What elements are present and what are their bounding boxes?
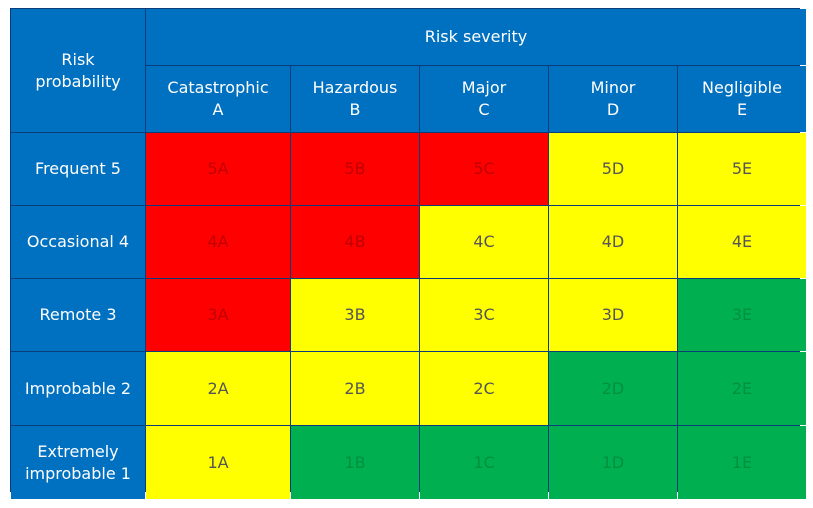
- probability-label-line: Remote 3: [39, 305, 117, 324]
- risk-cell: 5E: [678, 133, 806, 205]
- probability-label-line: Frequent 5: [35, 159, 121, 178]
- severity-name: Negligible: [702, 78, 782, 97]
- risk-cell: 3C: [420, 279, 548, 351]
- risk-cell: 2B: [291, 352, 419, 425]
- risk-cell: 4E: [678, 206, 806, 278]
- probability-label-line: improbable 1: [25, 463, 131, 483]
- probability-label-line: Occasional 4: [26, 232, 130, 251]
- risk-cell: 1C: [420, 426, 548, 499]
- risk-cell: 5D: [549, 133, 677, 205]
- risk-cell: 1A: [146, 426, 290, 499]
- risk-probability-header-line1: Risk: [61, 49, 95, 69]
- risk-cell: 4B: [291, 206, 419, 278]
- risk-cell: 2D: [549, 352, 677, 425]
- risk-cell: 1D: [549, 426, 677, 499]
- risk-cell: 3E: [678, 279, 806, 351]
- risk-cell: 2E: [678, 352, 806, 425]
- severity-column-header: Minor D: [549, 66, 677, 132]
- probability-row-header: Frequent 5: [11, 133, 145, 205]
- risk-cell: 3B: [291, 279, 419, 351]
- risk-cell: 3A: [146, 279, 290, 351]
- risk-matrix-table: Risk probability Risk severity Catastrop…: [10, 8, 806, 499]
- severity-column-header: Catastrophic A: [146, 66, 290, 132]
- risk-cell: 5B: [291, 133, 419, 205]
- severity-column-header: Hazardous B: [291, 66, 419, 132]
- risk-cell: 1B: [291, 426, 419, 499]
- severity-name: Hazardous: [312, 78, 398, 97]
- probability-label-line: Extremely: [37, 441, 119, 461]
- severity-name: Major: [461, 78, 507, 97]
- probability-row-header: Improbable 2: [11, 352, 145, 425]
- risk-cell: 5A: [146, 133, 290, 205]
- probability-row-header: Occasional 4: [11, 206, 145, 278]
- risk-cell: 4D: [549, 206, 677, 278]
- risk-cell: 2A: [146, 352, 290, 425]
- severity-code: D: [606, 100, 620, 119]
- probability-row-header: Remote 3: [11, 279, 145, 351]
- severity-code: C: [478, 100, 490, 119]
- severity-code: B: [349, 100, 361, 119]
- risk-cell: 3D: [549, 279, 677, 351]
- risk-probability-header: Risk probability: [11, 9, 145, 132]
- risk-cell: 1E: [678, 426, 806, 499]
- severity-column-header: Negligible E: [678, 66, 806, 132]
- severity-code: A: [212, 100, 224, 119]
- risk-probability-header-line2: probability: [35, 71, 121, 91]
- probability-label-line: Improbable 2: [24, 378, 132, 398]
- risk-cell: 4C: [420, 206, 548, 278]
- severity-column-header: Major C: [420, 66, 548, 132]
- risk-cell: 5C: [420, 133, 548, 205]
- probability-row-header: Extremely improbable 1: [11, 426, 145, 499]
- severity-code: E: [736, 100, 748, 119]
- risk-severity-header: Risk severity: [146, 9, 806, 65]
- severity-name: Minor: [590, 78, 636, 97]
- severity-name: Catastrophic: [167, 78, 269, 97]
- risk-cell: 2C: [420, 352, 548, 425]
- risk-cell: 4A: [146, 206, 290, 278]
